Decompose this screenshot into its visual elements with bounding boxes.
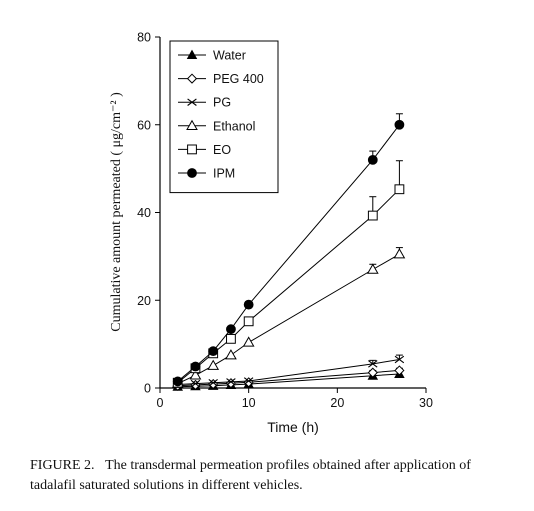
data-point <box>190 361 201 372</box>
data-point <box>243 299 254 310</box>
plot-area <box>171 113 406 391</box>
legend-entry: IPM <box>178 167 235 181</box>
legend-entry: Water <box>178 49 246 63</box>
figure-caption: FIGURE 2. The transdermal permeation pro… <box>30 456 520 496</box>
y-axis-label: Cumulative amount permeated ( μg/cm⁻² ) <box>109 92 124 332</box>
x-tick-label: 10 <box>242 396 256 410</box>
legend-marker <box>186 49 198 60</box>
y-tick-label: 40 <box>137 206 151 220</box>
data-point <box>394 365 405 376</box>
data-point <box>226 378 236 386</box>
legend-marker <box>187 98 197 106</box>
x-tick-label: 20 <box>330 396 344 410</box>
legend-marker <box>187 144 197 155</box>
x-tick-label: 0 <box>157 396 164 410</box>
legend-marker <box>186 73 198 84</box>
series-2 <box>172 365 405 391</box>
data-point <box>367 210 378 221</box>
series-4 <box>171 247 406 388</box>
data-point <box>393 248 406 259</box>
legend: Water PEG 400 PG Ethanol EO IPM <box>169 40 279 194</box>
data-point <box>208 346 219 357</box>
data-point <box>226 324 236 335</box>
data-point <box>368 360 378 368</box>
series-3 <box>173 354 405 389</box>
y-tick-label: 20 <box>137 294 151 308</box>
series-6 <box>172 113 405 387</box>
legend-label: Water <box>213 49 246 63</box>
legend-label: PG <box>213 96 231 110</box>
legend-label: IPM <box>213 167 235 181</box>
y-tick-label: 60 <box>137 118 151 132</box>
y-tick-label: 0 <box>144 382 151 396</box>
x-axis-label: Time (h) <box>267 419 319 435</box>
data-point <box>394 355 405 364</box>
caption-label: FIGURE 2. <box>30 458 95 473</box>
data-point <box>242 336 255 347</box>
legend-label: PEG 400 <box>213 72 264 86</box>
legend-box <box>169 40 279 194</box>
data-point <box>189 369 202 380</box>
data-point <box>243 316 254 327</box>
data-point <box>394 119 405 130</box>
data-point <box>172 376 183 387</box>
data-point <box>367 367 378 378</box>
legend-entry: EO <box>178 143 231 157</box>
legend-entry: Ethanol <box>178 119 255 133</box>
data-point <box>190 379 201 388</box>
data-point <box>367 154 378 165</box>
legend-entry: PEG 400 <box>178 72 264 86</box>
legend-entry: PG <box>178 96 231 110</box>
legend-marker <box>187 168 197 178</box>
axes: 0 10 20 30 0 20 40 60 80 <box>137 31 433 411</box>
legend-label: Ethanol <box>213 119 255 133</box>
y-tick-label: 80 <box>137 31 151 45</box>
data-point <box>207 359 220 370</box>
data-point <box>225 349 237 360</box>
series-5 <box>172 160 405 388</box>
legend-marker <box>186 119 198 131</box>
chart: 0 10 20 30 0 20 40 60 80 Water PEG 400 PG Ethanol EO… <box>109 31 433 436</box>
data-point <box>243 377 254 385</box>
legend-label: EO <box>213 143 231 157</box>
data-point <box>226 333 236 344</box>
x-tick-label: 30 <box>419 396 433 410</box>
data-point <box>394 184 405 195</box>
caption-text: The transdermal permeation profiles obta… <box>30 458 471 493</box>
data-point <box>366 263 379 274</box>
data-point <box>208 378 218 387</box>
